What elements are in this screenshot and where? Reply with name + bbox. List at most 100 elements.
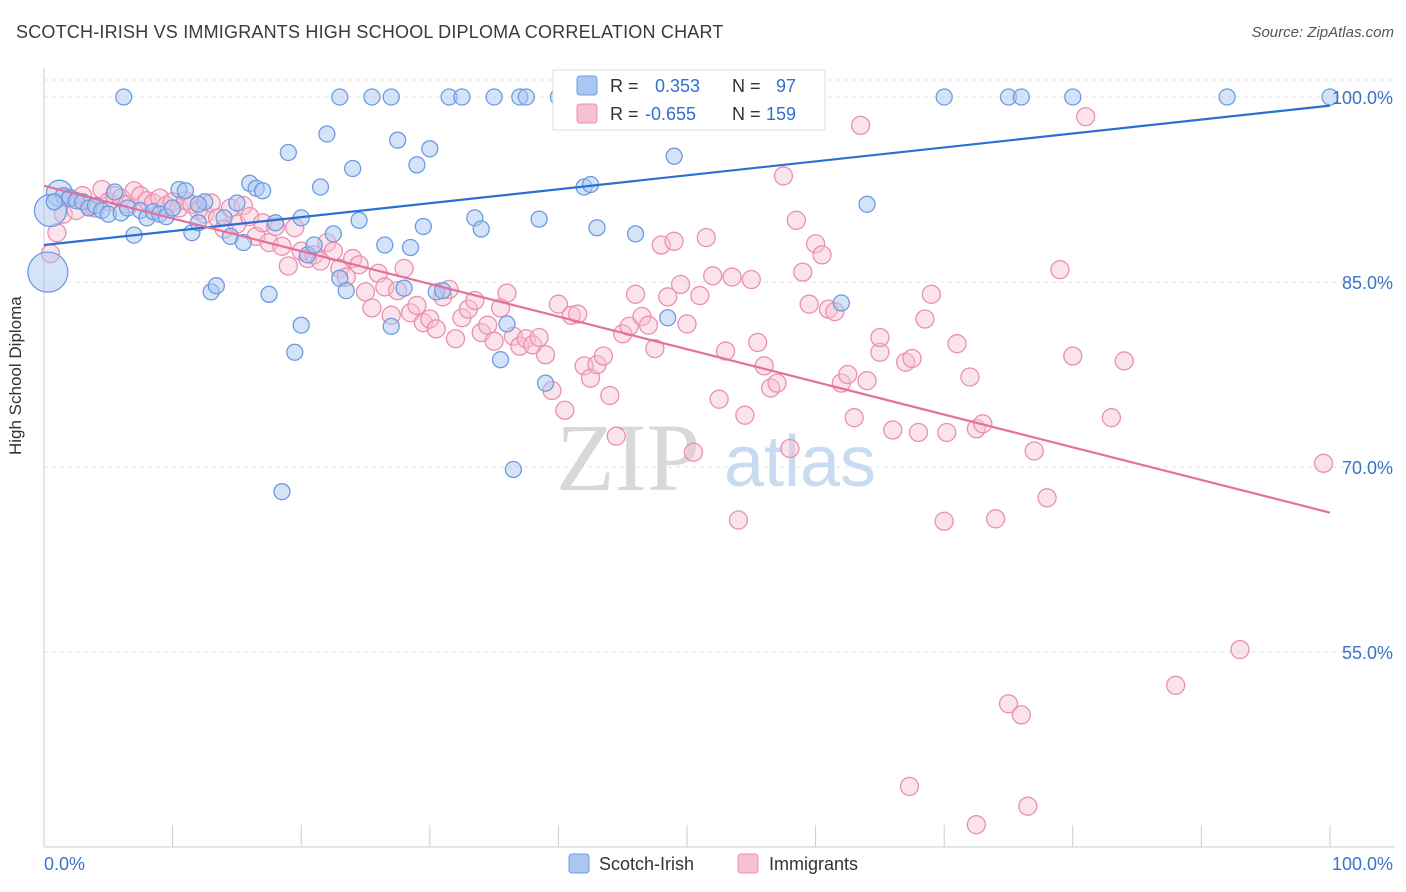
scotch-irish-points [27,88,1339,501]
immigrants-point-114 [773,166,794,186]
scotch-irish-point-60 [453,88,471,106]
stats-box-frame [552,69,826,131]
immigrants-point-145 [1050,260,1070,280]
immigrants-point-108 [735,405,755,425]
immigrants-point-117 [793,262,813,282]
immigrants-point-113 [767,373,787,393]
scotch-irish-point-77 [659,309,677,327]
immigrants-point-119 [805,234,826,254]
scotch-irish-point-32 [253,182,272,200]
scotch-irish-point-50 [382,317,400,336]
immigrants-point-127 [857,371,877,391]
immigrants-point-96 [658,287,678,307]
legend-label-immigrants[interactable]: Immigrants [769,854,858,874]
scotch-irish-point-82 [858,195,876,213]
scotch-irish-point-64 [491,351,510,369]
scotch-irish-point-54 [408,156,426,174]
watermark-zip: ZIP [556,404,700,511]
immigrants-point-143 [1024,441,1044,461]
immigrants-point-153 [966,815,986,835]
scotch-irish-point-48 [363,88,381,106]
immigrants-point-102 [696,227,716,248]
scotch-irish-point-69 [530,210,548,228]
watermark-atlas: atlas [724,422,876,502]
immigrants-point-137 [960,367,980,387]
scotch-irish-point-9 [106,183,124,201]
immigrants-point-126 [850,115,871,136]
stats-swatch-scotch [576,75,598,96]
immigrants-point-150 [1230,639,1250,660]
immigrants-point-86 [593,346,614,366]
scotch-irish-point-41 [311,178,330,196]
immigrants-point-75 [523,335,543,355]
scotch-irish-point-81 [832,294,850,312]
scotch-irish-point-55 [414,217,433,236]
immigrants-point-37 [278,256,298,276]
y-tick-label-0: 55.0% [1342,643,1393,663]
scotch-irish-point-49 [376,236,394,254]
stats-r-value-1: 0.353 [655,76,700,96]
immigrants-point-129 [883,420,903,440]
scotch-irish-point-91 [45,193,63,211]
immigrants-point-94 [645,338,665,359]
scotch-irish-point-26 [215,209,233,227]
immigrants-point-118 [799,294,819,314]
scotch-irish-point-52 [395,279,413,297]
immigrants-point-135 [934,511,954,531]
immigrants-point-147 [1076,107,1096,127]
tick-labels: 55.0% 70.0% 85.0% 100.0% 0.0% 100.0% [44,88,1393,874]
immigrants-point-144 [1037,488,1057,508]
immigrants-point-98 [670,274,691,295]
scotch-irish-point-18 [163,199,182,217]
stats-r-label-2: R = [610,104,639,124]
immigrants-point-152 [899,776,920,797]
immigrants-point-154 [1018,796,1038,816]
scotch-irish-point-43 [324,225,343,243]
immigrants-point-156 [870,327,890,348]
scotch-irish-point-90 [27,251,69,293]
immigrants-point-103 [703,266,723,286]
immigrants-point-48 [349,255,369,275]
immigrants-point-142 [1011,705,1032,725]
immigrants-point-157 [937,422,957,443]
scotch-irish-point-34 [266,214,285,232]
x-tick-label-0: 0.0% [44,854,85,874]
grid [44,79,1395,653]
stats-n-label-1: N = [732,76,761,96]
scotch-irish-point-92 [189,195,207,213]
immigrants-point-136 [947,334,967,354]
immigrants-point-50 [362,298,382,318]
legend-swatch-immigrants[interactable] [737,853,759,874]
scotch-irish-point-45 [337,281,355,300]
immigrants-point-77 [535,345,556,365]
stats-r-value-2: -0.655 [645,104,696,124]
bottom-legend: Scotch-Irish Immigrants [568,853,858,874]
scotch-irish-point-46 [343,159,362,178]
immigrants-point-91 [625,284,646,304]
legend-swatch-scotch[interactable] [568,853,590,874]
immigrants-point-100 [683,442,704,462]
immigrants-point-131 [902,348,922,369]
immigrants-point-125 [844,408,864,428]
immigrants-point-133 [915,309,935,329]
immigrants-point-109 [741,269,761,290]
scotch-irish-point-56 [421,140,439,158]
immigrants-point-69 [484,331,504,351]
immigrants-points [40,107,1334,835]
immigrants-point-82 [568,304,588,324]
immigrants-point-63 [445,329,466,349]
scotch-irish-trend-line [43,104,1331,247]
immigrants-point-80 [555,400,575,420]
scotch-irish-point-95 [331,88,349,106]
scotch-irish-point-87 [1218,88,1236,106]
scotch-irish-point-28 [228,194,246,212]
stats-n-value-1: 97 [776,76,796,96]
immigrants-point-106 [722,267,742,287]
stats-swatch-immigrants [576,103,598,124]
scotch-irish-point-47 [350,211,368,229]
immigrants-point-57 [407,295,427,316]
legend-label-scotch[interactable]: Scotch-Irish [599,854,694,874]
stats-legend-box: R = 0.353 N = 97 R = -0.655 N = 159 [552,69,826,131]
immigrants-point-134 [921,284,941,304]
